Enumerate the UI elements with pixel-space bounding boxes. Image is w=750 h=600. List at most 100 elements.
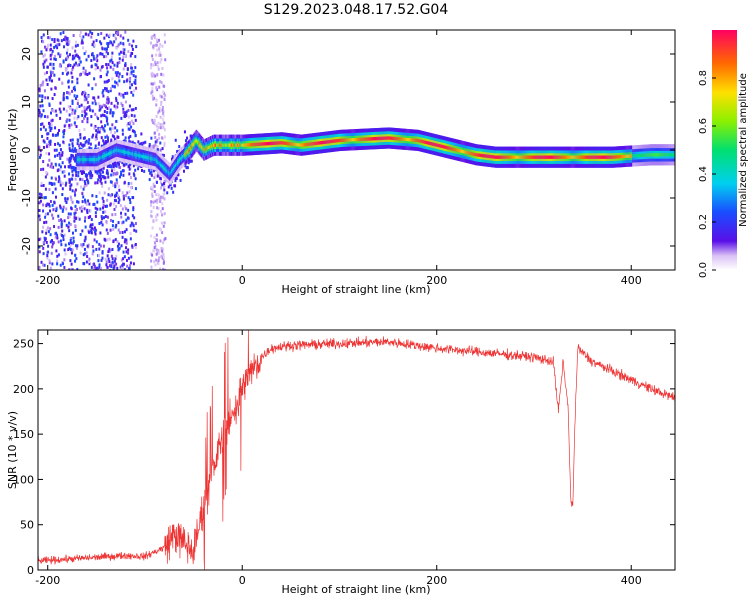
heatmap-cell [107,97,110,101]
heatmap-cell [125,150,128,155]
heatmap-cell [319,141,321,145]
heatmap-cell [96,130,99,134]
heatmap-cell [109,59,112,63]
heatmap-cell [112,111,115,115]
heatmap-cell [519,155,522,159]
heatmap-cell [432,142,435,146]
heatmap-cell [129,264,132,268]
heatmap-cell [474,152,477,157]
heatmap-cell [95,129,98,133]
heatmap-cell [457,148,459,152]
heatmap-cell [133,114,136,118]
heatmap-cell [119,34,122,38]
snr-y-tick-label: 0 [27,564,34,577]
heatmap-cell [69,64,72,68]
heatmap-cell [59,204,62,208]
heatmap-cell [341,138,344,142]
heatmap-cell [644,153,647,157]
heatmap-cell [162,110,165,114]
heatmap-cell [150,36,153,40]
heatmap-cell [45,231,48,235]
heatmap-cell [627,154,630,158]
heatmap-cell [280,141,282,145]
heatmap-cell [105,220,108,224]
heatmap-cell [152,200,155,204]
heatmap-cell [59,53,62,57]
heatmap-cell [459,149,461,153]
heatmap-cell [163,33,166,37]
heatmap-cell [217,143,220,147]
heatmap-cell [43,221,46,225]
heatmap-cell [116,71,119,75]
heatmap-cell [115,254,118,258]
heatmap-cell [48,158,51,162]
heatmap-cell [63,45,66,49]
heatmap-cell [116,266,119,270]
heatmap-cell [144,140,147,144]
heatmap-cell [83,219,86,223]
heatmap-cell [114,106,117,110]
heatmap-cell [154,43,157,47]
heatmap-cell [127,115,130,119]
heatmap-cell [107,90,110,94]
heatmap-cell [524,155,527,159]
heatmap-cell [142,154,144,159]
heatmap-cell [97,95,100,99]
heatmap-cell [158,109,161,113]
heatmap-cell [57,39,60,43]
heatmap-cell [160,136,163,140]
heatmap-cell [58,107,61,111]
heatmap-cell [412,138,415,142]
heatmap-cell [64,38,67,42]
heatmap-cell [100,177,103,181]
heatmap-cell [408,138,411,142]
heatmap-cell [81,244,84,248]
heatmap-cell [405,137,408,142]
heatmap-cell [72,236,75,240]
heatmap-cell [114,71,117,75]
heatmap-cell [339,138,342,143]
heatmap-cell [125,241,128,245]
heatmap-cell [111,134,114,138]
heatmap-cell [287,141,290,146]
heatmap-cell [323,140,326,144]
heatmap-cell [42,240,45,244]
heatmap-cell [39,116,42,120]
heatmap-cell [102,206,105,210]
heatmap-cell [130,108,133,112]
heatmap-cell [126,91,129,95]
heatmap-cell [56,233,59,237]
heatmap-cell [75,257,78,261]
heatmap-cell [141,143,144,147]
heatmap-cell [98,247,101,251]
heatmap-cell [623,154,626,159]
heatmap-cell [56,169,59,173]
heatmap-cell [157,248,160,252]
heatmap-cell [47,250,50,254]
heatmap-cell [98,167,101,171]
heatmap-cell [67,225,70,229]
heatmap-cell [150,82,153,86]
heatmap-cell [492,155,494,159]
heatmap-cell [71,138,74,142]
heatmap-cell [109,89,112,93]
heatmap-cell [115,191,118,195]
heatmap-cell [156,251,159,255]
colorbar-tick-label: 0.6 [698,118,709,134]
heatmap-cell [106,52,109,56]
heatmap-cell [68,123,71,127]
heatmap-cell [155,103,158,107]
heatmap-cell [138,153,140,158]
heatmap-cell [40,183,43,187]
heatmap-cell [115,205,118,209]
heatmap-cell [63,170,66,174]
heatmap-cell [124,136,127,140]
heatmap-cell [84,112,87,116]
heatmap-cell [92,54,95,58]
heatmap-cell [82,157,85,162]
heatmap-cell [58,163,61,167]
heatmap-cell [131,129,134,133]
heatmap-cell [128,167,131,171]
heatmap-cell [66,40,69,44]
heatmap-cell [161,125,164,129]
